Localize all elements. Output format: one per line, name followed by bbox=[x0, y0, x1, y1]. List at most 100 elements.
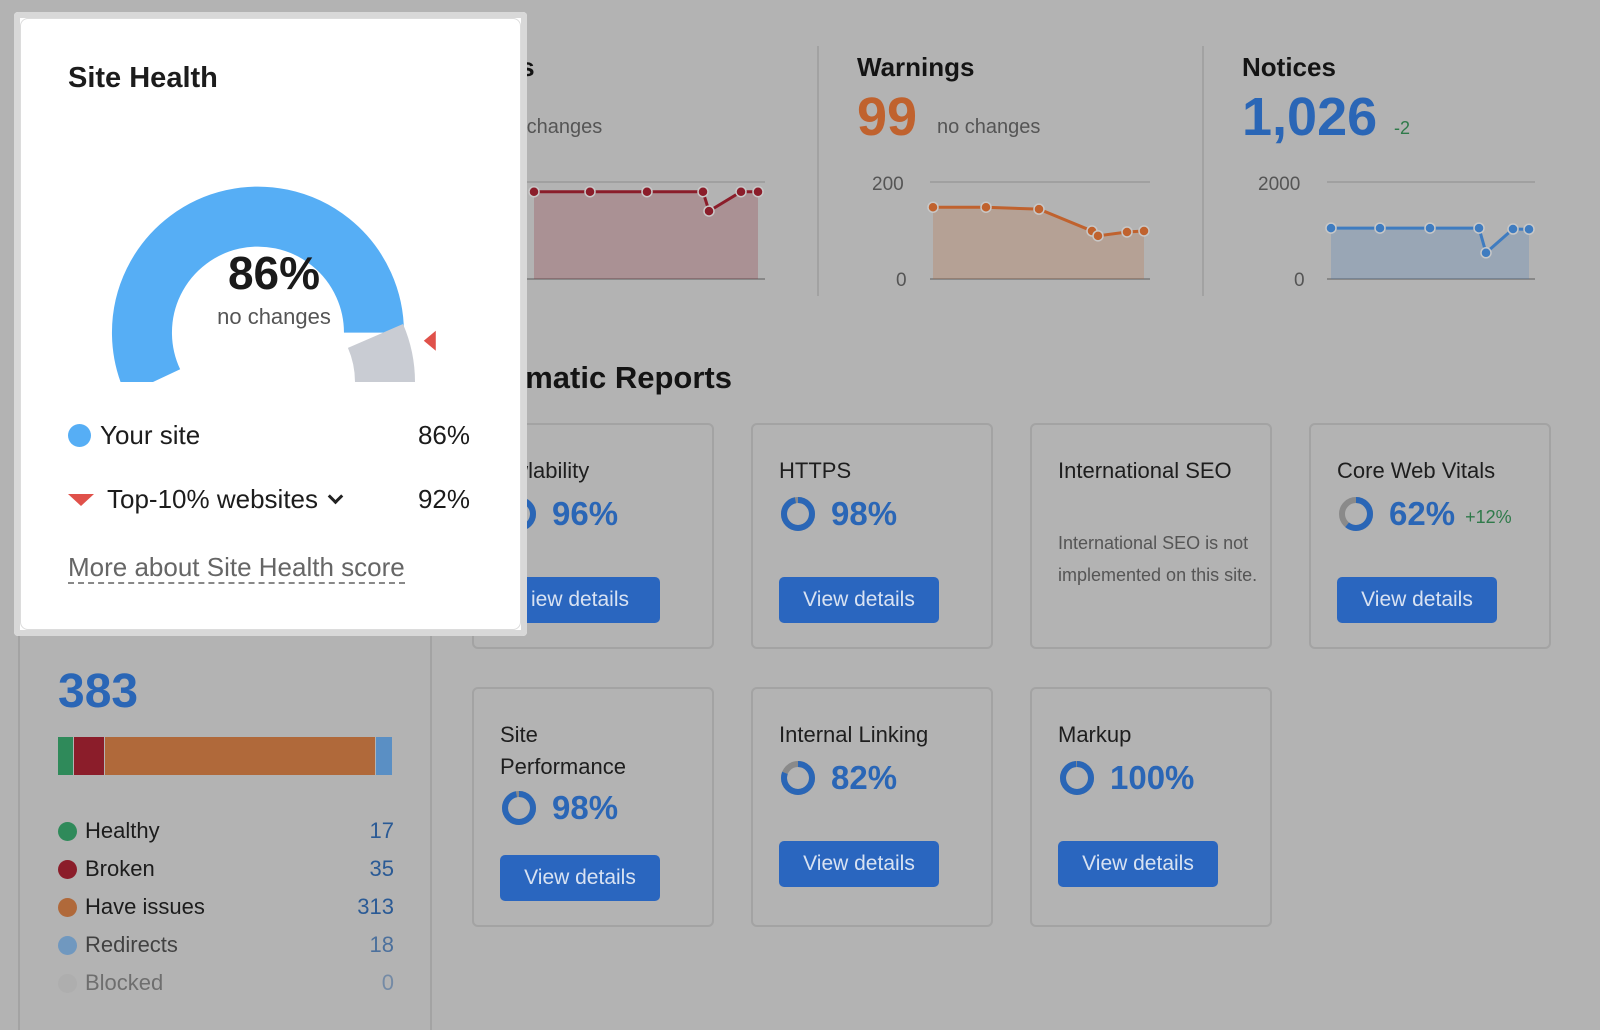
view-details-button[interactable]: View details bbox=[1337, 577, 1497, 623]
legend-label: Healthy bbox=[85, 818, 160, 843]
card-title: Site Performance bbox=[500, 722, 626, 779]
legend-item[interactable]: Broken 35 bbox=[58, 856, 394, 882]
card-percent: 98% bbox=[831, 495, 898, 532]
donut-fill bbox=[1060, 761, 1094, 795]
top-10-marker-icon bbox=[68, 493, 94, 506]
thematic-reports-title: ematic Reports bbox=[508, 360, 732, 395]
notices-title: Notices bbox=[1242, 52, 1336, 82]
card-score: 82% bbox=[779, 759, 897, 797]
data-point bbox=[641, 185, 653, 198]
data-point bbox=[1480, 247, 1492, 259]
donut-fill bbox=[502, 791, 536, 825]
card-score: 62% +12% bbox=[1337, 495, 1512, 533]
top-10-row: Top-10% websites 92% bbox=[68, 484, 470, 515]
y-tick: 0 bbox=[896, 270, 907, 291]
legend-item[interactable]: Healthy 17 bbox=[58, 818, 394, 844]
top-10-label: Top-10% websites bbox=[107, 484, 318, 514]
donut-fill bbox=[1339, 497, 1373, 531]
donut-icon bbox=[502, 791, 536, 825]
warnings-title: Warnings bbox=[857, 52, 975, 82]
data-point bbox=[1473, 222, 1485, 234]
data-point bbox=[703, 205, 715, 217]
card-percent: 98% bbox=[552, 789, 619, 826]
errors-change: o changes bbox=[510, 116, 603, 138]
warnings-trend-chart bbox=[927, 181, 1150, 280]
legend-value: 18 bbox=[369, 932, 394, 957]
donut-icon bbox=[1339, 497, 1373, 531]
view-details-button[interactable]: View details bbox=[779, 841, 939, 887]
thematic-card: International SEO International SEO is no… bbox=[1030, 423, 1272, 649]
gauge-remaining-arc bbox=[347, 324, 415, 382]
legend-dot-icon bbox=[58, 859, 77, 879]
your-site-value: 86% bbox=[417, 420, 470, 450]
bar-segment-have-issues[interactable] bbox=[104, 737, 376, 775]
legend-item[interactable]: Have issues 313 bbox=[58, 894, 394, 920]
legend-dot-icon bbox=[58, 821, 77, 841]
view-details-button[interactable]: View details bbox=[1058, 841, 1218, 887]
data-point bbox=[1121, 226, 1133, 238]
legend-item[interactable]: Blocked 0 bbox=[58, 970, 394, 996]
card-title: HTTPS bbox=[779, 458, 852, 483]
chevron-down-icon bbox=[327, 488, 344, 505]
card-delta: +12% bbox=[1465, 506, 1512, 527]
donut-icon bbox=[781, 497, 815, 531]
legend-dot-icon bbox=[58, 897, 77, 917]
y-tick: 0 bbox=[1294, 270, 1305, 291]
legend-value: 35 bbox=[369, 856, 394, 881]
thematic-card: Core Web Vitals 62% +12% View details bbox=[1309, 423, 1551, 649]
top-10-marker-icon bbox=[423, 330, 436, 351]
errors-trend-chart bbox=[520, 181, 765, 280]
bar-segment-healthy[interactable] bbox=[58, 737, 73, 775]
legend-item[interactable]: Redirects 18 bbox=[58, 932, 394, 958]
bar-segment-broken[interactable] bbox=[73, 737, 104, 775]
card-percent: 62% bbox=[1389, 495, 1456, 532]
data-point bbox=[528, 185, 540, 198]
thematic-card: Site Performance 98% View details bbox=[472, 687, 714, 927]
crawled-pages-panel bbox=[18, 630, 432, 1030]
divider bbox=[817, 46, 819, 296]
card-title: Internal Linking bbox=[779, 722, 929, 747]
divider bbox=[1202, 46, 1204, 296]
thematic-card: Markup 100% View details bbox=[1030, 687, 1272, 927]
data-point bbox=[1325, 222, 1337, 234]
notices-count[interactable]: 1,026 bbox=[1242, 87, 1378, 147]
site-health-popup: Site Health 86% no changes Your site 86%… bbox=[14, 12, 527, 636]
legend-value: 17 bbox=[369, 818, 394, 843]
view-details-button[interactable]: View details bbox=[500, 855, 660, 901]
y-tick: 2000 bbox=[1258, 174, 1301, 195]
card-title: International SEO bbox=[1058, 458, 1232, 483]
card-score: 100% bbox=[1058, 759, 1194, 797]
bar-segment-redirects[interactable] bbox=[376, 737, 392, 775]
donut-icon bbox=[1060, 761, 1094, 795]
site-health-score: 86% bbox=[227, 247, 321, 299]
thematic-card: HTTPS 98% View details bbox=[751, 423, 993, 649]
top-10-dropdown[interactable]: Top-10% websites bbox=[107, 484, 344, 515]
gauge-your-site-arc bbox=[111, 186, 404, 382]
site-health-title: Site Health bbox=[68, 62, 218, 94]
card-score: 98% bbox=[779, 495, 897, 533]
card-percent: 96% bbox=[552, 495, 619, 532]
data-point bbox=[752, 185, 764, 198]
data-point bbox=[1092, 230, 1104, 242]
view-details-button[interactable]: View details bbox=[779, 577, 939, 623]
legend-label: Broken bbox=[85, 856, 155, 881]
site-health-change: no changes bbox=[217, 304, 331, 329]
data-point bbox=[1507, 223, 1519, 235]
crawled-pages-total[interactable]: 383 bbox=[58, 665, 139, 718]
donut-fill bbox=[781, 761, 815, 795]
warnings-count[interactable]: 99 bbox=[857, 87, 918, 147]
data-point bbox=[1523, 223, 1535, 235]
notices-change: -2 bbox=[1394, 118, 1411, 138]
card-description: International SEO is not implemented on … bbox=[1058, 533, 1258, 585]
data-point bbox=[735, 185, 747, 198]
more-about-site-health-link[interactable]: More about Site Health score bbox=[68, 552, 405, 584]
area-fill bbox=[933, 207, 1144, 279]
card-percent: 100% bbox=[1110, 759, 1195, 796]
your-site-dot-icon bbox=[68, 424, 91, 447]
warnings-change: no changes bbox=[937, 116, 1041, 138]
thematic-card: Internal Linking 82% View details bbox=[751, 687, 993, 927]
area-fill bbox=[534, 191, 758, 279]
notices-trend-chart bbox=[1325, 181, 1535, 280]
data-point bbox=[1033, 203, 1045, 215]
legend-label: Redirects bbox=[85, 932, 178, 957]
